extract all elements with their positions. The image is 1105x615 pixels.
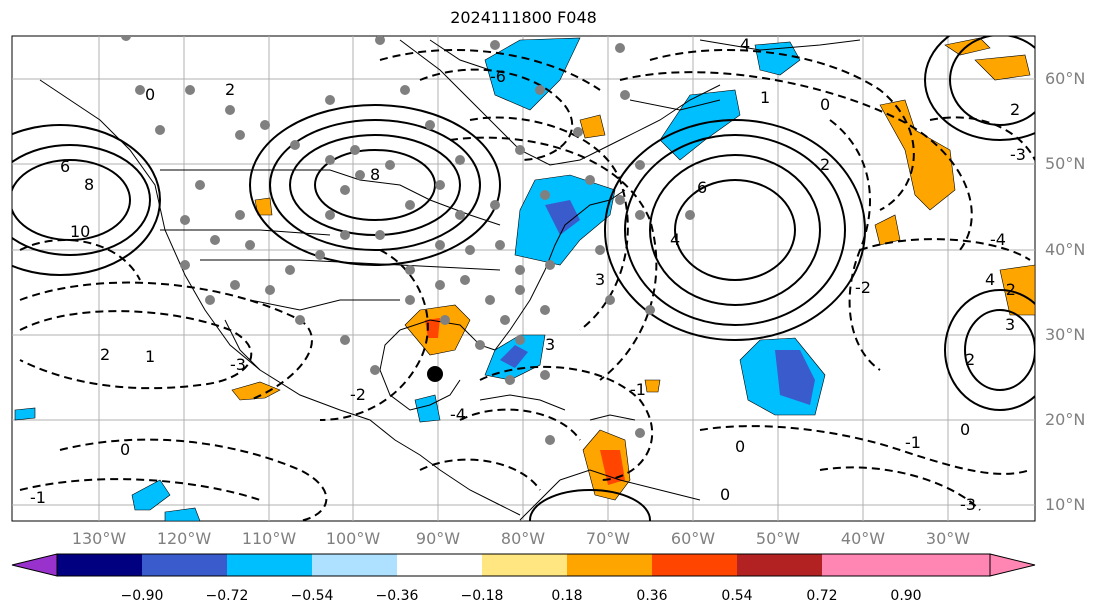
colorbar-extend-high xyxy=(989,553,1036,577)
lon-label: 60°W xyxy=(671,529,715,548)
colorbar-bin xyxy=(652,554,737,576)
lat-label: 60°N xyxy=(1045,69,1085,88)
colorbar-ticks: −0.90 −0.72 −0.54 −0.36 −0.18 0.18 0.36 … xyxy=(121,588,922,604)
contour-label: 1 xyxy=(760,88,770,107)
lat-label: 10°N xyxy=(1045,495,1085,514)
lat-label: 40°N xyxy=(1045,240,1085,259)
colorbar-bin xyxy=(312,554,397,576)
colorbar-tick: 0.90 xyxy=(890,588,921,604)
lon-label: 50°W xyxy=(756,529,800,548)
contour-label: 2 xyxy=(100,345,110,364)
lon-label: 110°W xyxy=(242,529,297,548)
lon-label: 100°W xyxy=(326,529,381,548)
contour-label: 10 xyxy=(70,222,90,241)
lon-label: 70°W xyxy=(586,529,630,548)
colorbar: −0.90 −0.72 −0.54 −0.36 −0.18 0.18 0.36 … xyxy=(11,553,1036,604)
contour-label: -1 xyxy=(630,380,646,399)
contour-label: -6 xyxy=(490,67,506,86)
contour-label: 8 xyxy=(370,165,380,184)
colorbar-bin xyxy=(737,554,822,576)
contour-label: -1 xyxy=(905,433,921,452)
contour-label: 0 xyxy=(735,437,745,456)
lon-label: 80°W xyxy=(501,529,545,548)
contour-label: 0 xyxy=(820,95,830,114)
contour-label: 0 xyxy=(720,485,730,504)
contour-label: -3 xyxy=(230,355,246,374)
contour-label: -2 xyxy=(855,278,871,297)
highlighted-station xyxy=(427,366,443,382)
colorbar-tick: 0.18 xyxy=(551,588,582,604)
colorbar-bin xyxy=(567,554,652,576)
contour-label: 8 xyxy=(84,175,94,194)
contour-label: 4 xyxy=(670,230,680,249)
contour-label: 6 xyxy=(60,157,70,176)
colorbar-bin xyxy=(482,554,567,576)
contour-label: 0 xyxy=(960,420,970,439)
lon-label: 30°W xyxy=(926,529,970,548)
contour-label: -4 xyxy=(450,405,466,424)
contour-label: 3 xyxy=(595,270,605,289)
contour-label: 3 xyxy=(1005,315,1015,334)
contour-label: -4 xyxy=(990,230,1006,249)
station-markers xyxy=(121,36,695,445)
colorbar-tick: −0.54 xyxy=(291,588,334,604)
contour-labels: 6 8 10 2 1 0 -1 -2 -3 -4 -6 3 4 2 1 0 -2… xyxy=(30,35,1026,514)
contour-label: -2 xyxy=(350,385,366,404)
colorbar-tick: −0.90 xyxy=(121,588,164,604)
colorbar-extend-low xyxy=(11,553,58,577)
colorbar-bin xyxy=(57,554,142,576)
contour-label: 4 xyxy=(985,270,995,289)
colorbar-tick: −0.18 xyxy=(461,588,504,604)
lon-label: 40°W xyxy=(841,529,885,548)
map-title: 2024111800 F048 xyxy=(450,8,597,27)
lat-label: 50°N xyxy=(1045,154,1085,173)
colorbar-tick: 0.36 xyxy=(636,588,667,604)
contour-label: 0 xyxy=(120,440,130,459)
contour-label: 2 xyxy=(225,80,235,99)
colorbar-bin xyxy=(142,554,227,576)
colorbar-bin xyxy=(227,554,312,576)
lon-label: 130°W xyxy=(72,529,127,548)
colorbar-tick: 0.72 xyxy=(806,588,837,604)
colorbar-tick: −0.36 xyxy=(376,588,419,604)
colorbar-bin xyxy=(397,554,482,576)
colorbar-bin xyxy=(906,554,990,576)
contour-label: 4 xyxy=(740,35,750,54)
longitude-labels: 130°W 120°W 110°W 100°W 90°W 80°W 70°W 6… xyxy=(72,529,970,548)
dashed-contours xyxy=(19,49,1035,521)
colorbar-tick: 0.54 xyxy=(721,588,752,604)
latitude-labels: 60°N 50°N 40°N 30°N 20°N 10°N xyxy=(1045,69,1085,514)
lat-label: 30°N xyxy=(1045,325,1085,344)
contour-label: 2 xyxy=(965,350,975,369)
contour-label: 3 xyxy=(545,335,555,354)
contour-label: -2 xyxy=(1000,280,1016,299)
map-layers: 6 8 10 2 1 0 -1 -2 -3 -4 -6 3 4 2 1 0 -2… xyxy=(12,35,1035,521)
contour-label: -1 xyxy=(30,488,46,507)
coastlines xyxy=(39,39,861,521)
contour-label: -3 xyxy=(1010,145,1026,164)
lat-label: 20°N xyxy=(1045,410,1085,429)
lon-label: 120°W xyxy=(157,529,212,548)
contour-label: 0 xyxy=(145,85,155,104)
shaded-regions xyxy=(14,37,1035,521)
contour-label: 2 xyxy=(820,155,830,174)
contour-label: 6 xyxy=(697,178,707,197)
colorbar-bin xyxy=(822,554,906,576)
contour-label: 2 xyxy=(1010,100,1020,119)
colorbar-tick: −0.72 xyxy=(206,588,249,604)
lon-label: 90°W xyxy=(416,529,460,548)
contour-label: -3 xyxy=(960,495,976,514)
contour-label: 1 xyxy=(145,347,155,366)
